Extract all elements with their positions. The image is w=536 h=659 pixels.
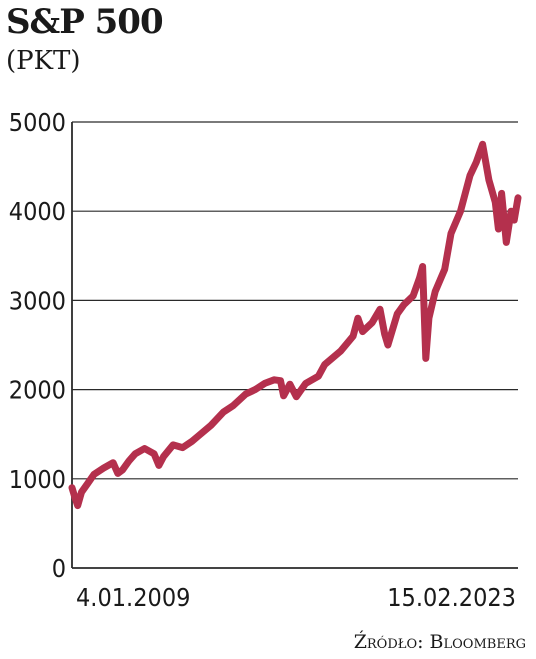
series-line-0 bbox=[68, 140, 522, 510]
y-tick-label-0: 0 bbox=[52, 554, 66, 583]
source-note: Źródło: Bloomberg bbox=[353, 631, 526, 653]
chart-subtitle: (PKT) bbox=[6, 46, 81, 76]
y-tick-label-4000: 4000 bbox=[9, 197, 66, 226]
x-tick-label-end: 15.02.2023 bbox=[387, 583, 516, 612]
y-tick-label-1000: 1000 bbox=[9, 465, 66, 494]
y-tick-label-3000: 3000 bbox=[9, 286, 66, 315]
x-tick-label-start: 4.01.2009 bbox=[76, 583, 190, 612]
y-tick-label-2000: 2000 bbox=[9, 376, 66, 405]
y-tick-label-5000: 5000 bbox=[9, 108, 66, 137]
chart-title: S&P 500 bbox=[6, 2, 164, 42]
